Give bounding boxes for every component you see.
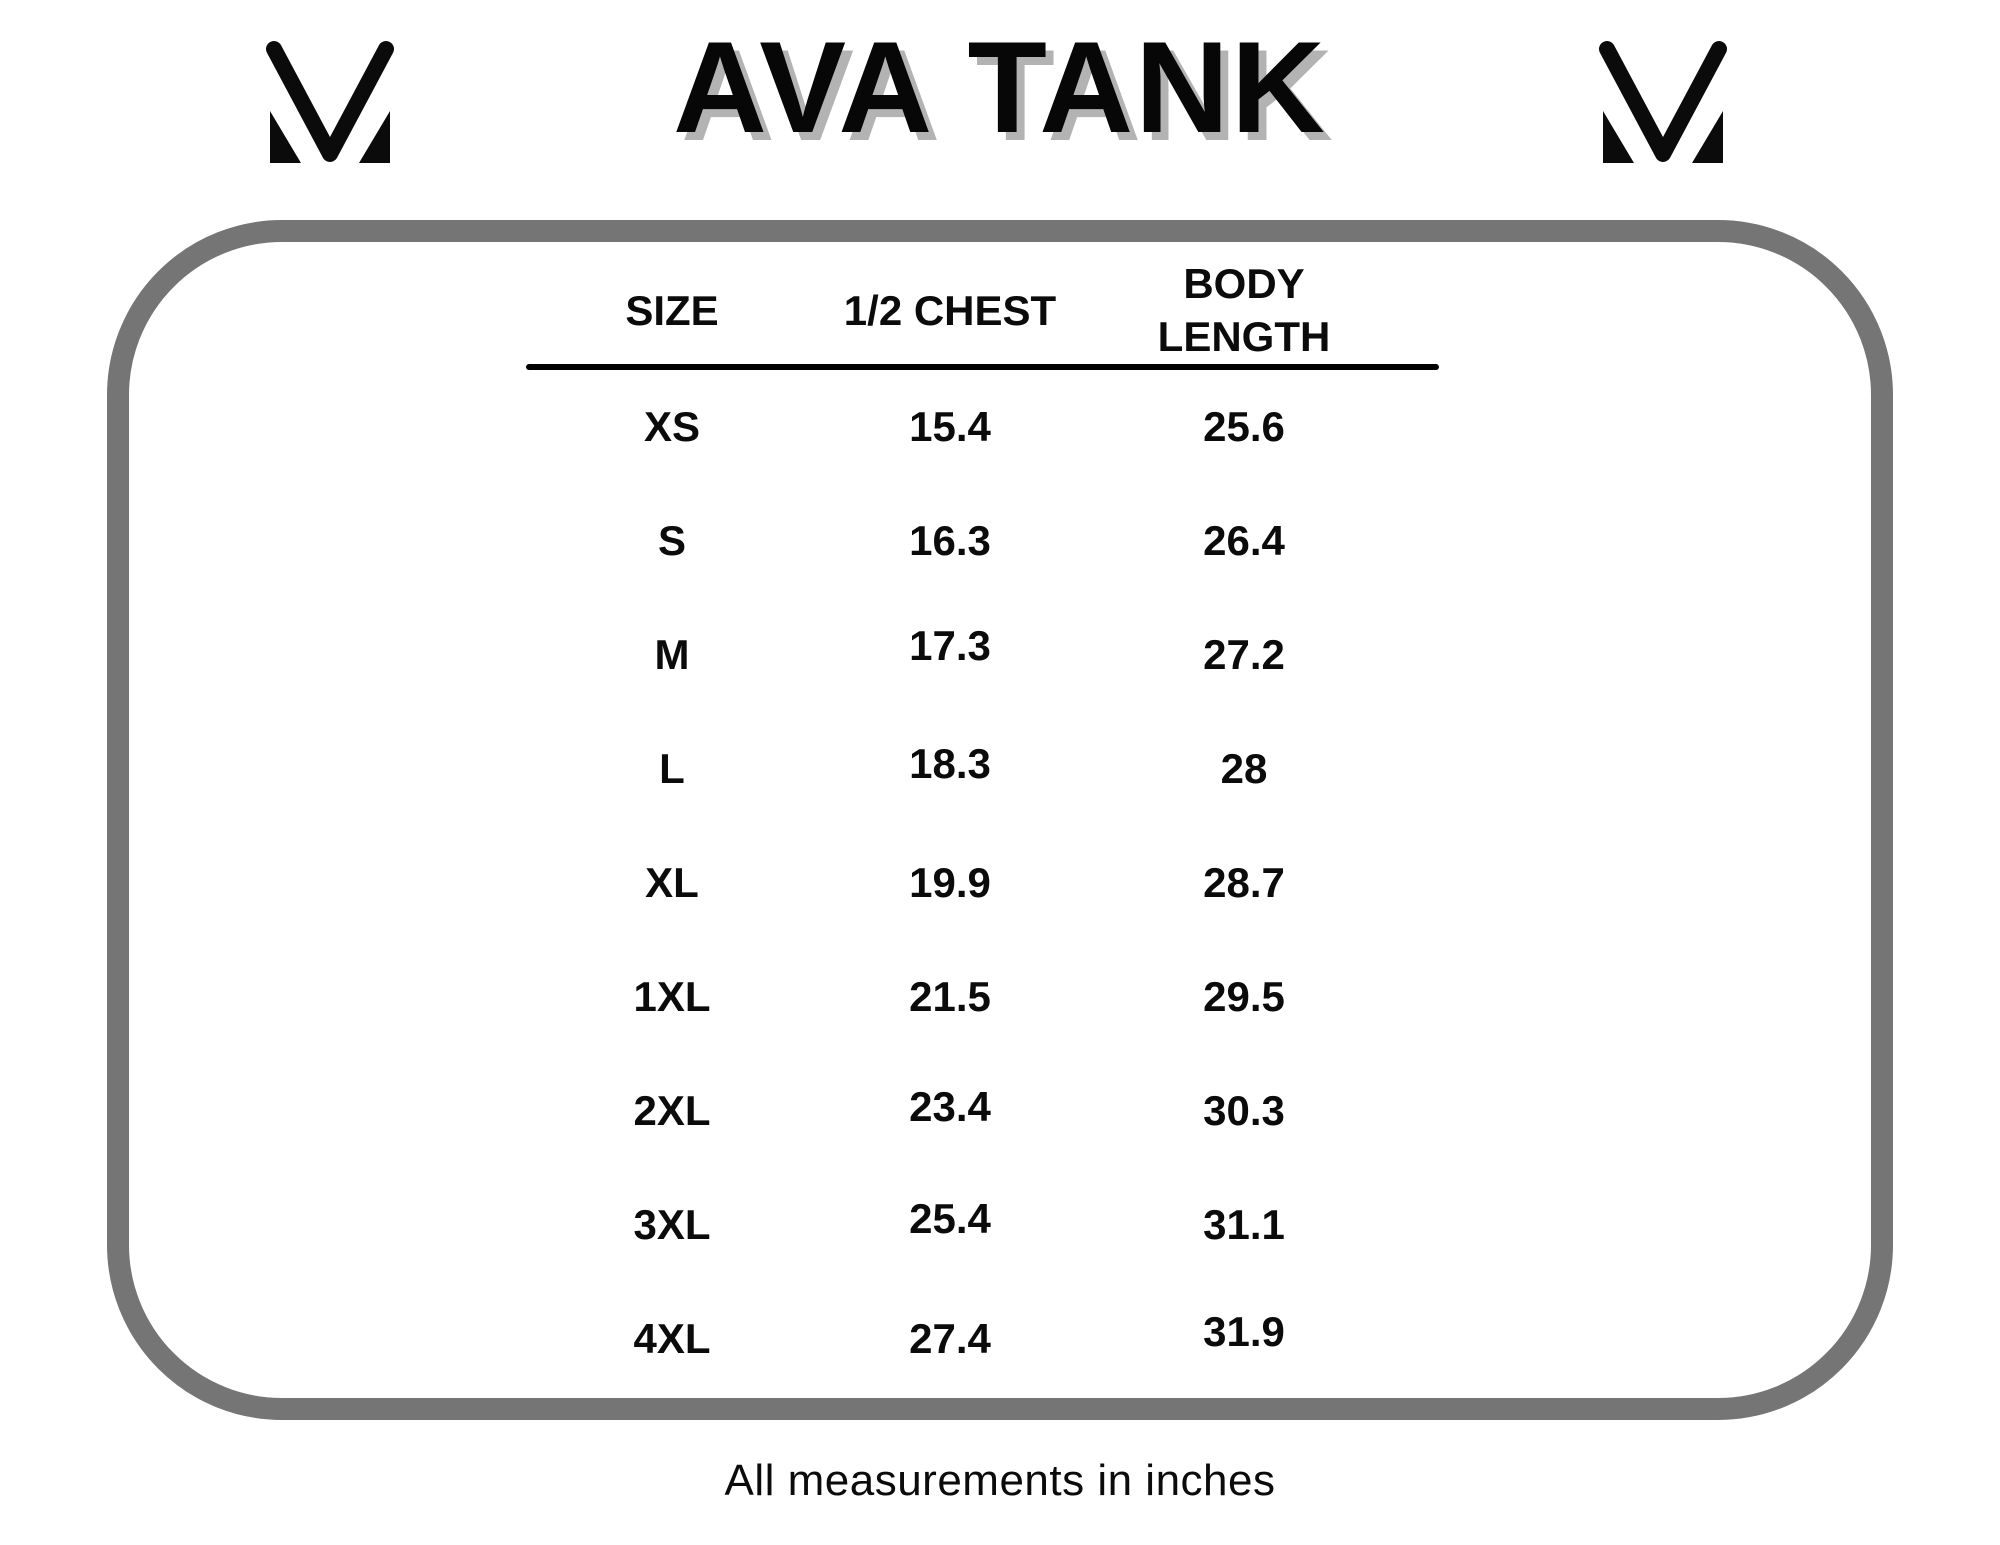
length-cell: 31.9	[1203, 1308, 1285, 1355]
length-cell: 25.6	[1203, 403, 1285, 450]
col-header-body-length: BODY LENGTH	[1157, 260, 1331, 360]
table-row: 2XL 23.4 30.3	[520, 1054, 1460, 1168]
m-logo-icon	[266, 41, 394, 163]
chest-cell: 25.4	[909, 1195, 991, 1242]
chest-cell: 23.4	[909, 1083, 991, 1130]
size-cell: 2XL	[633, 1087, 711, 1134]
length-cell: 31.1	[1203, 1201, 1285, 1248]
chest-cell: 19.9	[909, 859, 991, 906]
size-cell: 1XL	[633, 973, 711, 1020]
size-cell: L	[659, 745, 685, 792]
table-row: XL 19.9 28.7	[520, 826, 1460, 940]
table-row: M 17.3 27.2	[520, 598, 1460, 712]
length-cell: 29.5	[1203, 973, 1285, 1020]
chest-cell: 21.5	[909, 973, 991, 1020]
table-row: 3XL 25.4 31.1	[520, 1168, 1460, 1282]
length-cell: 30.3	[1203, 1087, 1285, 1134]
table-row: 4XL 27.4 31.9	[520, 1282, 1460, 1396]
brand-logo-left	[255, 35, 405, 170]
size-cell: S	[657, 517, 686, 564]
size-cell: M	[654, 631, 690, 678]
size-table-rows: XS 15.4 25.6 S 16.3 26.4 M 17.3 27.2 L 18.3 28 XL 19.…	[520, 370, 1460, 1396]
length-cell: 27.2	[1203, 631, 1285, 678]
brand-logo-right	[1588, 35, 1738, 170]
size-cell: XL	[645, 859, 699, 906]
chest-cell: 18.3	[909, 740, 991, 787]
col-header-size: SIZE	[625, 286, 719, 334]
length-cell: 28.7	[1203, 859, 1285, 906]
header-divider	[526, 364, 1439, 370]
size-cell: 3XL	[633, 1201, 711, 1248]
page-title: AVA TANK	[673, 14, 1327, 160]
table-header-row: SIZE 1/2 CHEST BODY LENGTH	[520, 258, 1460, 364]
chest-cell: 27.4	[909, 1315, 991, 1362]
m-logo-icon	[1599, 41, 1727, 163]
chest-cell: 16.3	[909, 517, 991, 564]
table-row: L 18.3 28	[520, 712, 1460, 826]
table-row: XS 15.4 25.6	[520, 370, 1460, 484]
chest-cell: 15.4	[909, 403, 991, 450]
chest-cell: 17.3	[909, 622, 991, 669]
length-cell: 26.4	[1203, 517, 1285, 564]
measurements-note: All measurements in inches	[724, 1456, 1276, 1505]
col-header-half-chest: 1/2 CHEST	[843, 286, 1057, 334]
size-chart-table: SIZE 1/2 CHEST BODY LENGTH XS 15.4 25.6 S 16…	[520, 258, 1460, 1396]
table-row: S 16.3 26.4	[520, 484, 1460, 598]
table-frame-border	[107, 220, 1893, 1420]
size-cell: 4XL	[633, 1315, 711, 1362]
size-cell: XS	[643, 403, 701, 450]
length-cell: 28	[1220, 745, 1268, 792]
table-row: 1XL 21.5 29.5	[520, 940, 1460, 1054]
